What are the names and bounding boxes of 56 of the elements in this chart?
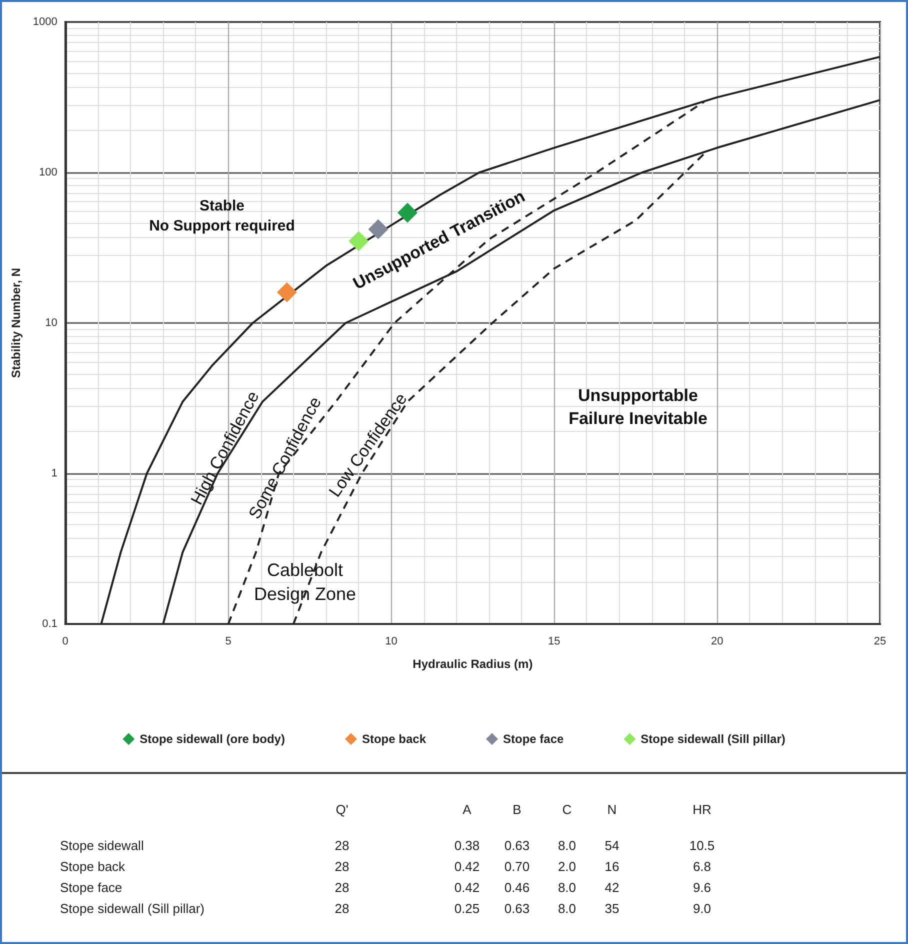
data-label: 0.70	[503, 859, 531, 874]
y-tick-label: 1	[51, 468, 58, 480]
text: C	[561, 802, 573, 817]
data-label: 6.8	[692, 859, 712, 874]
x-tick-label: 0	[62, 636, 68, 648]
legend-label: Stope face	[502, 732, 564, 746]
x-tick-label: 10	[385, 636, 398, 648]
point	[276, 282, 297, 302]
annotation: Cablebolt Design Zone	[254, 560, 356, 604]
data-label: 28	[334, 880, 350, 895]
data-label: 35	[604, 901, 620, 916]
data-label: 0.46	[503, 880, 531, 895]
text: HR	[692, 802, 712, 817]
text: A	[462, 802, 472, 817]
data-label: 16	[604, 859, 620, 874]
category-label: Stope back	[60, 859, 126, 874]
category-label: Stope face	[60, 880, 122, 895]
data-label: 8.0	[556, 880, 578, 895]
data-label: 10.5	[688, 838, 716, 853]
x-tick-label: 20	[710, 636, 724, 648]
annotation: Stable No Support required	[149, 197, 295, 235]
data-label: 0.42	[453, 859, 481, 874]
legend-label: Stope sidewall (ore body)	[140, 732, 285, 746]
data-label: 54	[604, 838, 620, 853]
y-tick-label: 1000	[32, 16, 58, 28]
data-label: 0.42	[453, 880, 481, 895]
x-tick-label: 5	[225, 636, 232, 648]
x-axis-title: Hydraulic Radius (m)	[412, 657, 533, 671]
data-label: 0.63	[503, 838, 531, 853]
text: B	[512, 802, 522, 817]
text: N	[606, 802, 618, 817]
y-tick-label: 0.1	[42, 618, 58, 630]
data-label: 9.0	[692, 901, 712, 916]
category-label: Stope sidewall	[60, 838, 144, 853]
x-tick-label: 25	[874, 636, 886, 648]
point	[398, 202, 418, 223]
category-label: Stope sidewall (Sill pillar)	[60, 901, 204, 916]
x-tick-label: 15	[548, 636, 560, 648]
data-label: 0.38	[453, 838, 481, 853]
data-label: 8.0	[556, 838, 578, 853]
annotation: Unsupportable Failure Inevitable	[568, 386, 708, 428]
legend-label: Stope sidewall (Sill pillar)	[640, 732, 786, 746]
data-label: 8.0	[556, 901, 578, 916]
data-label: 0.63	[503, 901, 531, 916]
data-label: 28	[334, 859, 350, 874]
data-label: 28	[334, 901, 350, 916]
data-label: 0.25	[453, 901, 481, 916]
y-tick-label: 100	[39, 166, 58, 178]
y-tick-label: 10	[45, 317, 58, 329]
legend-label: Stope back	[362, 732, 426, 746]
data-label: 28	[334, 838, 350, 853]
data-label: 9.6	[692, 880, 712, 895]
text: Q'	[334, 802, 350, 817]
data-label: 42	[604, 880, 620, 895]
data-label: 2.0	[556, 859, 578, 874]
y-axis-title: Stability Number, N	[9, 268, 23, 378]
